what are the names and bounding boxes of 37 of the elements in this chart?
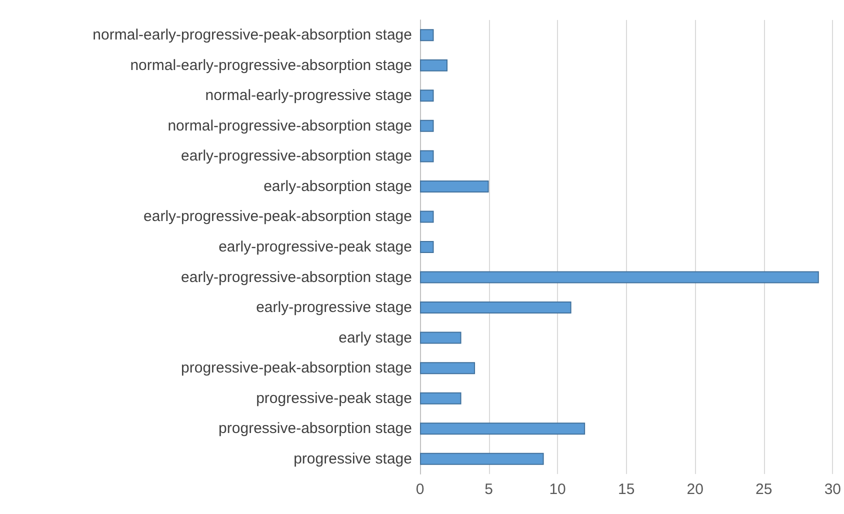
y-tick-label: normal-early-progressive stage	[205, 87, 412, 104]
bar	[420, 422, 586, 435]
y-tick-label: early-progressive-peak stage	[218, 238, 412, 256]
x-tick-label: 20	[686, 481, 704, 498]
y-tick-label: early-progressive stage	[256, 299, 412, 316]
bar	[420, 332, 462, 344]
bar	[420, 392, 462, 404]
x-tick-label: 10	[549, 481, 566, 498]
bar	[420, 362, 476, 374]
y-tick-label: normal-progressive-absorption stage	[168, 117, 412, 134]
bar	[420, 180, 489, 192]
y-tick-label: early-progressive-absorption stage	[181, 148, 412, 165]
bar	[420, 452, 544, 465]
y-tick-label: early-progressive-absorption stage	[181, 268, 412, 286]
bar	[420, 59, 448, 72]
y-tick-label: normal-early-progressive-peak-absorption stage	[92, 26, 412, 44]
y-tick-label: progressive-peak-absorption stage	[181, 360, 412, 377]
x-tick-label: 5	[484, 481, 493, 498]
y-tick-label: progressive stage	[294, 450, 412, 468]
y-tick-label: progressive-peak stage	[256, 390, 412, 407]
bar	[420, 90, 434, 102]
x-tick-label: 30	[824, 481, 841, 498]
bar	[420, 241, 434, 253]
bar	[420, 29, 434, 42]
y-tick-label: early-absorption stage	[264, 178, 412, 195]
y-tick-label: normal-early-progressive-absorption stage	[130, 56, 412, 74]
bar	[420, 271, 819, 284]
x-tick-label: 0	[416, 481, 424, 498]
y-tick-label: early-progressive-peak-absorption stage	[144, 208, 412, 226]
bar	[420, 210, 434, 223]
y-tick-label: progressive-absorption stage	[218, 420, 412, 438]
bar	[420, 302, 572, 314]
bar	[420, 120, 434, 132]
x-tick-label: 25	[756, 481, 772, 498]
x-tick-label: 15	[618, 481, 635, 498]
y-tick-label: early stage	[338, 329, 412, 346]
bar	[420, 150, 434, 162]
